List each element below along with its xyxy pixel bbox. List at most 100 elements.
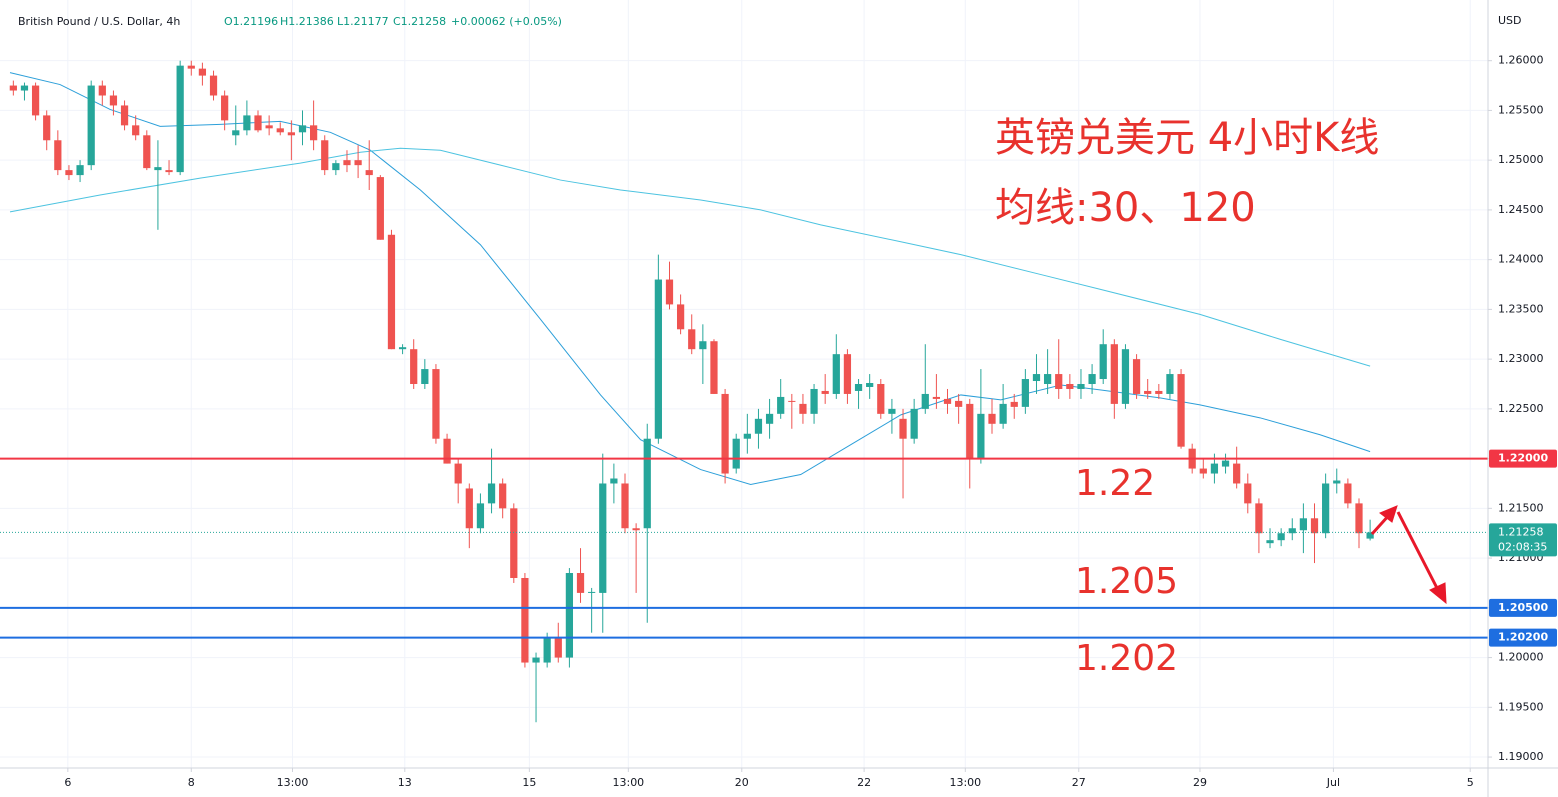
candle-body xyxy=(877,384,885,414)
candle-body xyxy=(1077,384,1085,389)
candle-body xyxy=(1322,483,1330,534)
candle-body xyxy=(1255,503,1263,534)
y-tick-label: 1.22500 xyxy=(1498,402,1544,415)
level-tag xyxy=(1489,628,1557,647)
candle-body xyxy=(1043,374,1052,384)
candle-body xyxy=(921,393,929,409)
candle-body xyxy=(465,488,473,529)
candle-body xyxy=(777,396,785,414)
candle-body xyxy=(410,349,418,384)
candle-body xyxy=(487,483,496,504)
candle-body xyxy=(1032,374,1041,382)
candle-body xyxy=(1121,349,1130,404)
candle-body xyxy=(87,85,95,166)
x-tick-label: Jul xyxy=(1326,776,1340,789)
candle-body xyxy=(20,85,29,91)
candle-body xyxy=(298,125,307,133)
candle-body xyxy=(999,403,1007,424)
candle-body xyxy=(421,369,429,384)
candle-body xyxy=(454,463,462,484)
candle-body xyxy=(1277,533,1285,541)
candle-body xyxy=(1221,460,1230,467)
x-tick-label: 22 xyxy=(857,776,871,789)
candle-body xyxy=(1344,483,1352,504)
candle-body xyxy=(1355,503,1363,534)
candle-body xyxy=(1132,359,1141,394)
candle-body xyxy=(387,234,396,350)
ohlc-change: +0.00062 (+0.05%) xyxy=(451,15,562,28)
moving-average xyxy=(9,72,1371,485)
candle-body xyxy=(232,130,240,136)
candle-body xyxy=(599,483,607,593)
ohlc-low: L1.21177 xyxy=(337,15,389,28)
candle-body xyxy=(910,408,918,439)
candle-body xyxy=(354,160,362,166)
candle-body xyxy=(765,413,774,424)
candle-body xyxy=(576,573,585,593)
candle-body xyxy=(676,304,685,330)
candle-body xyxy=(31,85,40,116)
candle-body xyxy=(176,65,184,173)
y-tick-label: 1.25500 xyxy=(1498,103,1544,116)
candle-body xyxy=(699,341,707,350)
x-tick-label: 13:00 xyxy=(277,776,309,789)
candle-body xyxy=(132,125,140,136)
candle-body xyxy=(754,418,763,434)
x-tick-label: 13:00 xyxy=(612,776,644,789)
annotation-level: 1.205 xyxy=(1075,561,1178,602)
candle-body xyxy=(476,503,485,529)
candle-body xyxy=(565,573,574,658)
candle-body xyxy=(1333,480,1341,484)
candle-body xyxy=(43,115,51,141)
candle-body xyxy=(832,354,840,394)
candle-body xyxy=(376,177,384,240)
candle-body xyxy=(1166,374,1174,394)
x-tick-label: 29 xyxy=(1193,776,1207,789)
annotation-level: 1.202 xyxy=(1075,638,1178,679)
x-tick-label: 8 xyxy=(188,776,195,789)
candle-body xyxy=(187,65,195,69)
x-tick-label: 6 xyxy=(64,776,71,789)
annotation-title: 英镑兑美元 4小时K线 xyxy=(995,115,1379,161)
level-tag-label: 1.20200 xyxy=(1498,631,1548,644)
candle-body xyxy=(610,478,618,484)
candle-body xyxy=(254,115,262,131)
candle-body xyxy=(221,95,229,121)
candle-body xyxy=(154,167,162,171)
candle-body xyxy=(398,347,407,350)
candle-body xyxy=(532,657,540,663)
candle-body xyxy=(866,383,874,387)
candle-body xyxy=(1310,518,1319,534)
candle-body xyxy=(554,637,562,658)
candle-body xyxy=(788,400,796,402)
x-tick-label: 15 xyxy=(522,776,536,789)
candle-body xyxy=(120,105,129,126)
candle-body xyxy=(1055,374,1063,389)
candle-body xyxy=(821,390,829,394)
candle-body xyxy=(1088,374,1096,384)
candle-body xyxy=(1199,468,1207,474)
y-tick-label: 1.19500 xyxy=(1498,700,1544,713)
candle-body xyxy=(1155,390,1163,394)
candle-body xyxy=(1144,390,1152,394)
candle-body xyxy=(643,438,651,529)
candle-body xyxy=(109,95,118,106)
ohlc-high: H1.21386 xyxy=(280,15,334,28)
level-tag-label: 1.22000 xyxy=(1498,452,1548,465)
candle-body xyxy=(243,115,251,131)
y-tick-label: 1.21500 xyxy=(1498,501,1544,514)
x-tick-label: 13:00 xyxy=(949,776,981,789)
level-tag-label: 1.20500 xyxy=(1498,601,1548,614)
candle-body xyxy=(932,396,941,399)
candle-body xyxy=(988,413,996,424)
candle-body xyxy=(1288,528,1296,534)
candle-body xyxy=(588,591,596,593)
x-tick-label: 27 xyxy=(1072,776,1086,789)
candle-body xyxy=(654,279,662,439)
candle-body xyxy=(165,170,173,173)
candle-body xyxy=(743,433,751,439)
last-price-label: 1.21258 xyxy=(1498,525,1544,538)
candle-body xyxy=(810,388,818,414)
candle-body xyxy=(332,163,340,171)
candle-body xyxy=(432,369,440,439)
